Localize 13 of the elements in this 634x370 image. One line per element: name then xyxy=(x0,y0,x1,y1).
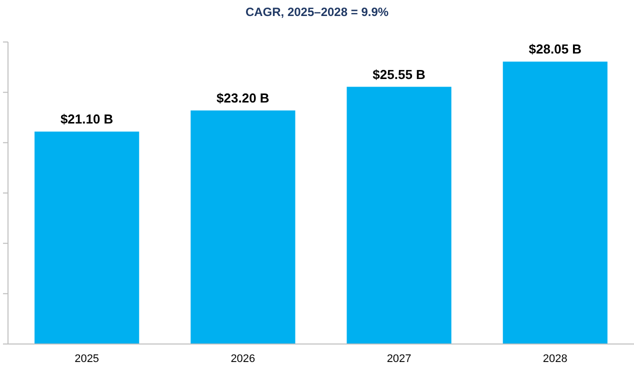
bar xyxy=(502,62,608,344)
x-tick-label: 2028 xyxy=(542,353,568,365)
chart-title: CAGR, 2025–2028 = 9.9% xyxy=(245,5,389,19)
data-label: $28.05 B xyxy=(528,42,582,57)
bar xyxy=(34,132,140,344)
data-label: $25.55 B xyxy=(372,66,426,82)
data-label: $23.20 B xyxy=(216,90,270,106)
bar xyxy=(190,110,296,344)
data-label: $21.10 B xyxy=(60,112,114,127)
x-tick-label: 2027 xyxy=(386,353,412,365)
bar xyxy=(346,86,452,344)
x-tick-label: 2026 xyxy=(230,353,256,365)
x-tick-label: 2025 xyxy=(74,353,100,365)
